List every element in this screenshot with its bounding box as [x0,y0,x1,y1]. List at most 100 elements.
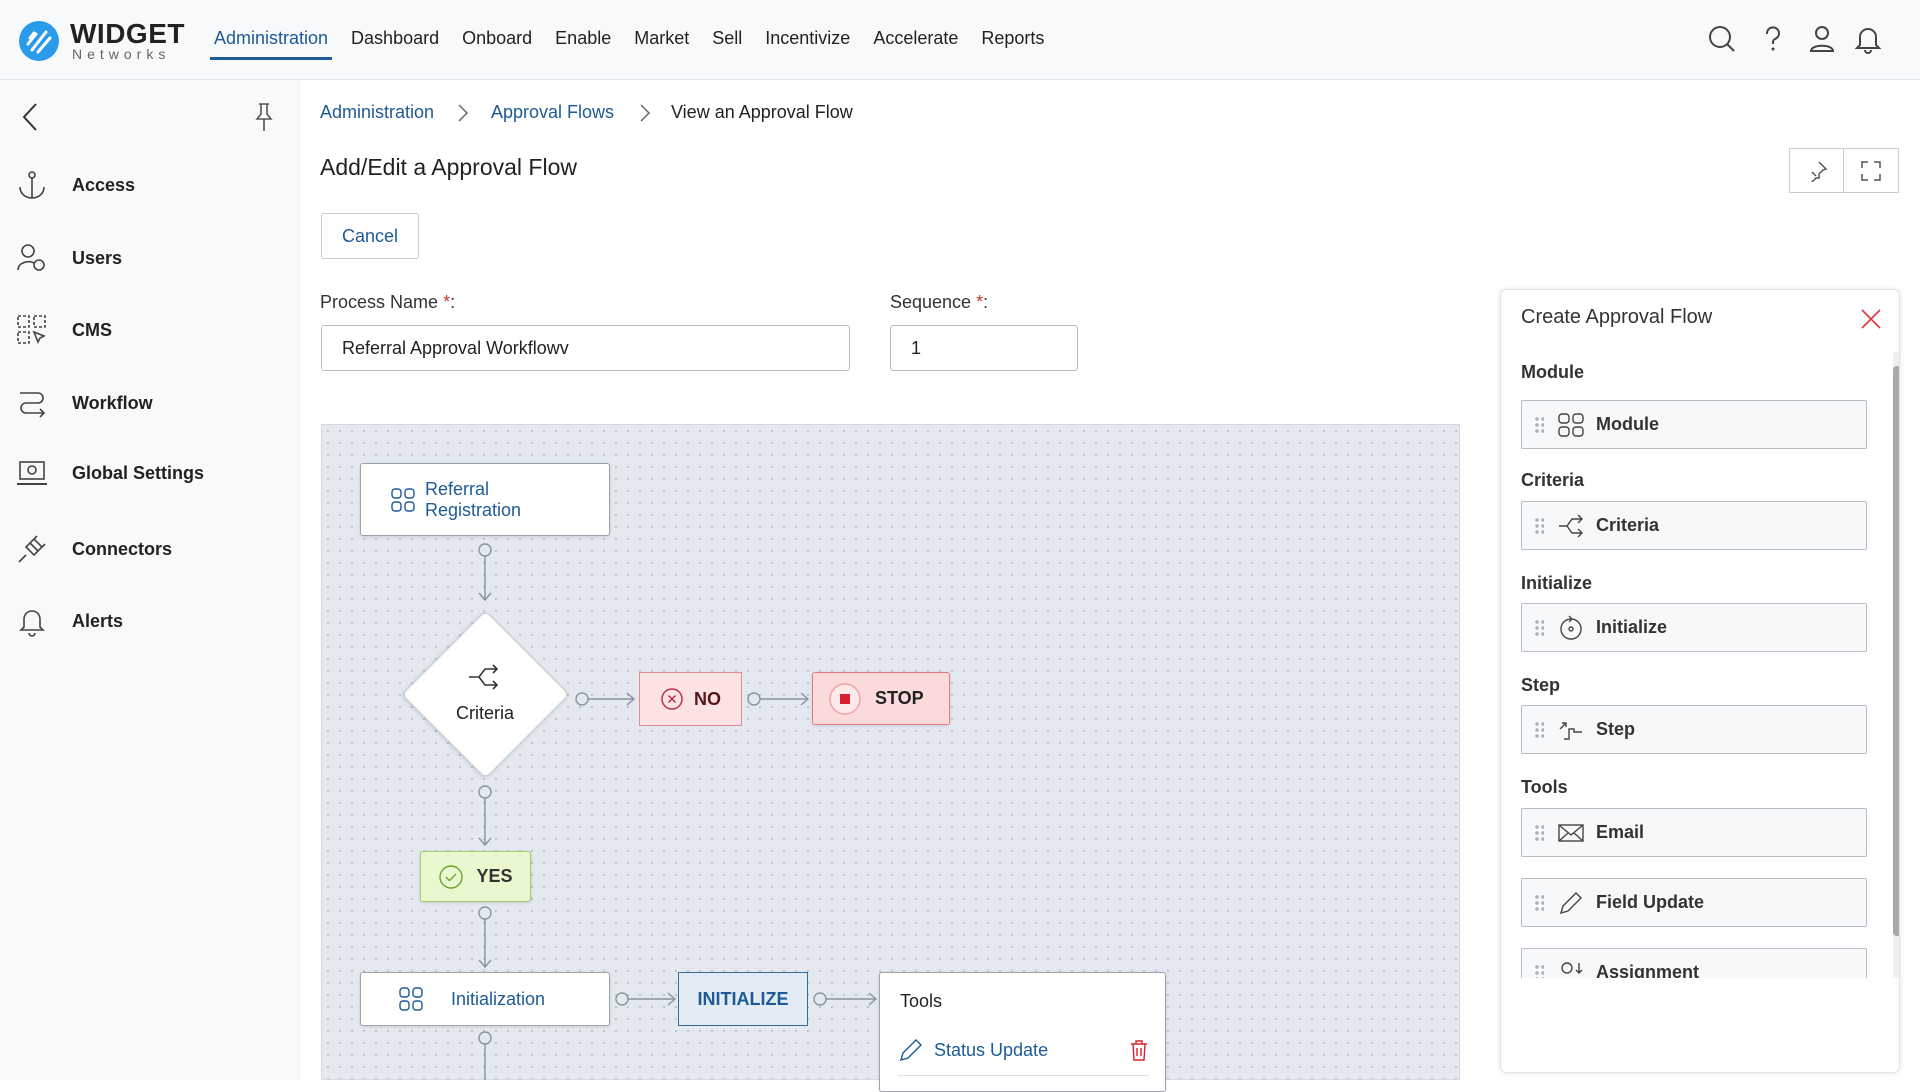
nav-enable[interactable]: Enable [555,28,612,48]
stop-icon [829,682,861,715]
pin-icon [1810,160,1827,182]
breadcrumb-administration[interactable]: Administration [320,102,435,122]
initialize-label: INITIALIZE [697,988,789,1009]
tools-node[interactable]: Tools Status Update [879,972,1166,1092]
pin-icon[interactable] [254,102,274,132]
bell-icon [19,610,45,637]
required-mark: * [976,292,984,312]
user-icon[interactable] [1807,24,1837,54]
sidebar-item-label: CMS [72,319,112,340]
step-icon [1559,721,1582,740]
initialize-node[interactable]: INITIALIZE [678,972,808,1026]
pencil-icon [1559,891,1582,914]
logo-title: WIDGET [70,18,185,49]
drag-handle-icon[interactable] [1534,720,1544,739]
pencil-icon [899,1039,922,1062]
sidebar-item-access[interactable]: Access [16,169,135,201]
criteria-branch-icon [1559,514,1583,537]
criteria-label: Criteria [455,703,514,723]
x-circle-icon [661,688,683,710]
yes-label: YES [476,866,513,886]
palette-item-initialize[interactable]: Initialize [1521,603,1867,652]
flow-node-initialization[interactable]: Initialization [360,972,610,1026]
help-icon[interactable] [1758,24,1788,54]
scrollbar[interactable] [1893,352,1899,978]
chevron-right-icon [640,104,651,122]
drag-handle-icon[interactable] [1534,823,1544,842]
process-name-label: Process Name *: [320,292,455,313]
grid-cursor-icon [17,315,46,344]
close-icon[interactable] [1860,308,1882,330]
logo-icon [19,21,59,61]
nav-market[interactable]: Market [634,28,690,48]
drag-handle-icon[interactable] [1534,516,1544,535]
nav-sell[interactable]: Sell [712,28,743,48]
item-label: Criteria [1596,515,1660,535]
sidebar-item-users[interactable]: Users [16,242,122,274]
item-label: Initialize [1596,617,1668,637]
section-label: Tools [1521,777,1568,797]
logo-subtitle: Networks [72,46,171,62]
sidebar-item-label: Alerts [72,610,124,631]
check-circle-icon [439,864,464,889]
tool-item-status-update[interactable]: Status Update [898,1037,1149,1076]
item-label: Step [1596,719,1636,739]
breadcrumb-approval-flows[interactable]: Approval Flows [491,102,615,122]
process-name-input[interactable]: Referral Approval Workflowv [321,325,850,371]
flow-node-module[interactable]: Referral Registration [360,463,610,536]
sequence-label: Sequence *: [890,292,988,313]
top-header: WIDGET Networks Administration Dashboard… [0,0,1920,80]
sidebar-item-global-settings[interactable]: Global Settings [16,457,204,489]
sidebar-item-label: Connectors [72,538,173,559]
palette-item-field-update[interactable]: Field Update [1521,878,1867,927]
item-label: Assignment [1596,962,1700,978]
nav-onboard[interactable]: Onboard [462,28,533,48]
drag-handle-icon[interactable] [1534,963,1544,978]
drag-handle-icon[interactable] [1534,415,1544,434]
scrollbar-thumb[interactable] [1893,366,1899,936]
sidebar-item-label: Global Settings [72,462,205,483]
bell-icon[interactable] [1853,24,1883,54]
workflow-icon [20,392,46,418]
fullscreen-button[interactable] [1843,148,1899,193]
search-icon[interactable] [1707,24,1737,54]
item-label: Email [1596,822,1645,842]
nav-accelerate[interactable]: Accelerate [873,28,959,48]
create-approval-flow-panel: Create Approval Flow Module Module Crite… [1500,289,1900,1073]
drag-handle-icon[interactable] [1534,893,1544,912]
collapse-back-icon[interactable] [20,102,40,132]
nav-incentivize[interactable]: Incentivize [765,28,851,48]
section-label: Criteria [1521,470,1585,490]
yes-node[interactable]: YES [420,851,531,902]
drag-handle-icon[interactable] [1534,618,1544,637]
sidebar-item-cms[interactable]: CMS [16,314,112,346]
palette-item-criteria[interactable]: Criteria [1521,501,1867,550]
panel-title: Create Approval Flow [1521,306,1713,328]
nav-administration[interactable]: Administration [210,28,333,60]
nav-reports[interactable]: Reports [981,28,1045,48]
sidebar-item-alerts[interactable]: Alerts [16,605,123,637]
sequence-input[interactable]: 1 [890,325,1078,371]
palette-item-step[interactable]: Step [1521,705,1867,754]
colon: : [983,292,989,312]
node-label: Initialization [451,988,546,1009]
anchor-icon [19,171,45,199]
no-node[interactable]: NO [639,672,742,726]
tools-title: Tools [900,991,943,1011]
email-icon [1558,823,1584,842]
sidebar-item-workflow[interactable]: Workflow [16,387,153,419]
pin-button[interactable] [1789,148,1844,193]
trash-icon[interactable] [1129,1039,1149,1061]
palette-item-assignment[interactable]: Assignment [1521,948,1867,978]
nav-dashboard[interactable]: Dashboard [351,28,440,48]
breadcrumb-current: View an Approval Flow [671,102,853,122]
stop-node[interactable]: STOP [812,672,950,725]
palette-clip: Assignment [1501,948,1891,978]
sidebar-item-label: Users [72,247,123,268]
palette-item-module[interactable]: Module [1521,400,1867,449]
palette-item-email[interactable]: Email [1521,808,1867,857]
main-nav: Administration Dashboard Onboard Enable … [210,28,1048,60]
sidebar-item-connectors[interactable]: Connectors [16,533,172,565]
plug-icon [18,535,46,563]
cancel-button[interactable]: Cancel [321,213,419,259]
